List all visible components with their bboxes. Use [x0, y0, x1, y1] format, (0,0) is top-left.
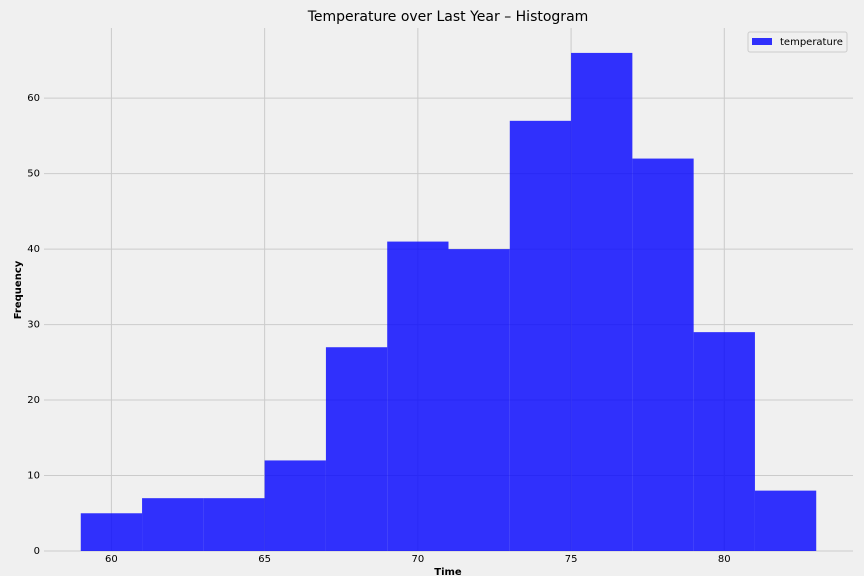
- y-tick-label: 0: [34, 546, 40, 557]
- bar: [142, 498, 204, 551]
- bar: [448, 249, 510, 552]
- y-tick-label: 10: [27, 471, 40, 482]
- x-tick-label: 65: [258, 554, 271, 565]
- bar: [571, 52, 633, 552]
- bar: [325, 347, 388, 551]
- chart-title: Temperature over Last Year – Histogram: [307, 9, 589, 25]
- bar: [387, 241, 449, 551]
- y-tick-label: 30: [27, 320, 40, 331]
- y-tick-label: 60: [27, 93, 40, 104]
- y-tick-label: 20: [27, 395, 40, 406]
- legend-swatch: [752, 38, 772, 45]
- x-tick-label: 70: [411, 554, 424, 565]
- bar: [509, 120, 572, 551]
- bar: [264, 460, 326, 551]
- y-axis-label: Frequency: [13, 260, 24, 319]
- bar: [80, 513, 143, 551]
- bar: [632, 158, 694, 551]
- y-tick-label: 50: [27, 169, 40, 180]
- legend-box: [747, 31, 848, 53]
- bar: [203, 498, 265, 551]
- x-axis-label: Time: [434, 567, 462, 576]
- y-tick-label: 40: [27, 244, 40, 255]
- legend-label: temperature: [780, 37, 843, 48]
- x-tick-label: 75: [565, 554, 578, 565]
- bar: [754, 490, 817, 551]
- x-tick-label: 80: [718, 554, 731, 565]
- bar: [693, 332, 755, 551]
- x-tick-label: 60: [105, 554, 118, 565]
